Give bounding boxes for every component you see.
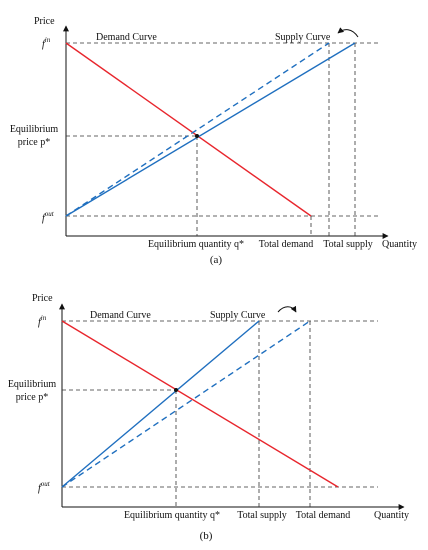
supply-curve-label: Supply Curve [210, 310, 266, 321]
demand-curve-line [65, 42, 312, 217]
equilibrium-price-label: Equilibrium [10, 124, 59, 135]
y-axis-label: Price [32, 293, 53, 304]
f-out-label: fout [38, 480, 51, 494]
y-axis-label: Price [34, 16, 55, 27]
total-demand-label: Total demand [296, 510, 351, 521]
equilibrium-price-label-2: price p* [16, 392, 49, 403]
supply-curve-shifted-line [65, 42, 330, 217]
equilibrium-price-label: Equilibrium [8, 379, 57, 390]
equilibrium-point [195, 134, 199, 138]
supply-curve-label: Supply Curve [275, 32, 331, 43]
total-supply-label: Total supply [237, 510, 287, 521]
guide-lines [66, 42, 378, 236]
x-axis-label: Quantity [374, 510, 409, 521]
total-supply-label: Total supply [323, 239, 373, 250]
panel-a-caption: (a) [210, 254, 223, 266]
demand-curve-label: Demand Curve [90, 310, 151, 321]
panel-a: Price Quantity fin fout Equilibrium pric… [10, 16, 417, 266]
f-in-label: fin [42, 36, 51, 50]
supply-curve-line [61, 320, 260, 488]
supply-curve-line [65, 42, 356, 217]
demand-curve-line [61, 320, 339, 488]
f-out-label: fout [42, 210, 55, 224]
equilibrium-quantity-label: Equilibrium quantity q* [148, 239, 244, 250]
equilibrium-point [174, 388, 178, 392]
shift-arrow-icon [337, 27, 359, 38]
demand-curve-label: Demand Curve [96, 32, 157, 43]
shift-arrow-icon [277, 305, 297, 313]
equilibrium-quantity-label: Equilibrium quantity q* [124, 510, 220, 521]
total-demand-label: Total demand [259, 239, 314, 250]
panel-b: Price Quantity fin fout Equilibrium pric… [8, 293, 409, 542]
guide-lines [62, 320, 378, 507]
x-axis-label: Quantity [382, 239, 417, 250]
f-in-label: fin [38, 314, 47, 328]
equilibrium-price-label-2: price p* [18, 137, 51, 148]
panel-b-caption: (b) [200, 530, 213, 542]
supply-curve-shifted-line [61, 320, 311, 488]
